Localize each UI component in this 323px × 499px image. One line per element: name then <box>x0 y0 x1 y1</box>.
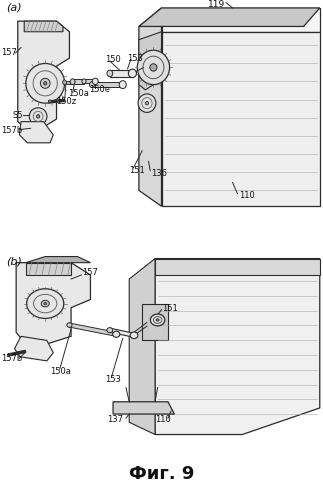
Ellipse shape <box>70 79 75 85</box>
Ellipse shape <box>137 50 170 85</box>
Polygon shape <box>15 336 53 361</box>
Ellipse shape <box>113 331 120 337</box>
Ellipse shape <box>119 81 126 89</box>
Polygon shape <box>73 79 84 84</box>
Text: 150e: 150e <box>89 85 110 94</box>
Text: 151: 151 <box>129 166 145 175</box>
Ellipse shape <box>29 108 47 125</box>
Ellipse shape <box>48 100 52 103</box>
Text: 151: 151 <box>162 304 178 313</box>
Ellipse shape <box>150 64 157 71</box>
Text: (a): (a) <box>6 2 22 12</box>
Ellipse shape <box>128 69 136 78</box>
Ellipse shape <box>26 63 65 103</box>
Polygon shape <box>142 303 168 340</box>
Polygon shape <box>129 258 155 435</box>
Text: 157: 157 <box>1 48 16 57</box>
Polygon shape <box>16 262 90 344</box>
Ellipse shape <box>89 82 95 87</box>
Text: (b): (b) <box>6 256 22 266</box>
Polygon shape <box>162 8 320 32</box>
Polygon shape <box>139 8 162 206</box>
Text: 110: 110 <box>155 415 171 424</box>
Ellipse shape <box>150 314 165 326</box>
Ellipse shape <box>138 94 156 112</box>
Text: 157b: 157b <box>1 126 22 135</box>
Polygon shape <box>18 21 69 127</box>
Ellipse shape <box>67 323 72 327</box>
Text: 150: 150 <box>105 55 121 64</box>
Polygon shape <box>113 402 174 414</box>
Ellipse shape <box>107 328 113 333</box>
Ellipse shape <box>107 70 113 77</box>
Ellipse shape <box>63 80 67 85</box>
Text: 150a: 150a <box>68 89 89 98</box>
Text: 119: 119 <box>208 0 225 9</box>
Text: 136: 136 <box>151 169 167 178</box>
Polygon shape <box>92 82 123 87</box>
Polygon shape <box>26 256 90 262</box>
Text: 157b: 157b <box>1 354 22 363</box>
Polygon shape <box>26 262 71 275</box>
Ellipse shape <box>130 332 138 339</box>
Polygon shape <box>162 32 320 206</box>
Text: 110: 110 <box>239 191 255 200</box>
Text: Фиг. 9: Фиг. 9 <box>129 465 194 484</box>
Text: S5: S5 <box>13 111 24 120</box>
Ellipse shape <box>145 101 149 105</box>
Polygon shape <box>110 328 134 337</box>
Ellipse shape <box>44 302 47 305</box>
Polygon shape <box>155 258 320 435</box>
Ellipse shape <box>156 319 159 321</box>
Text: 157: 157 <box>82 268 98 277</box>
Ellipse shape <box>36 115 40 118</box>
Polygon shape <box>65 81 74 84</box>
Polygon shape <box>19 122 53 143</box>
Text: 150z: 150z <box>57 97 77 106</box>
Polygon shape <box>69 323 116 336</box>
Polygon shape <box>155 258 320 275</box>
Ellipse shape <box>27 289 64 318</box>
Ellipse shape <box>44 82 47 85</box>
Text: 153: 153 <box>128 54 143 63</box>
Text: 150a: 150a <box>50 367 71 376</box>
Text: 137: 137 <box>107 415 123 424</box>
Ellipse shape <box>40 78 50 88</box>
Polygon shape <box>139 32 162 90</box>
Text: 153: 153 <box>105 375 121 384</box>
Polygon shape <box>110 70 132 77</box>
Ellipse shape <box>92 78 98 84</box>
Ellipse shape <box>8 353 11 355</box>
Polygon shape <box>24 21 63 32</box>
Ellipse shape <box>82 79 86 84</box>
Polygon shape <box>139 8 320 26</box>
Ellipse shape <box>41 300 49 307</box>
Polygon shape <box>84 79 95 83</box>
